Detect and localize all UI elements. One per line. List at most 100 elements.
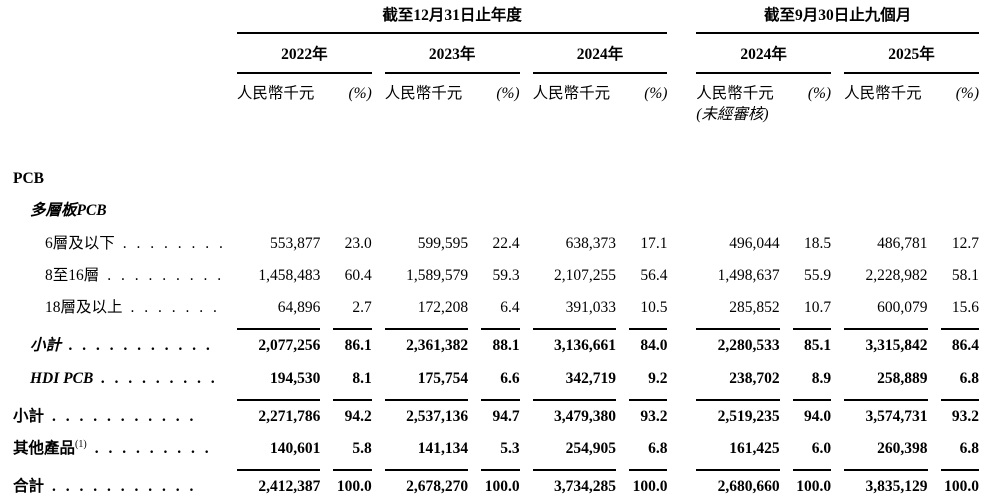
value-cell: 3,479,380 xyxy=(554,407,617,425)
pct-cell: 6.8 xyxy=(940,363,979,401)
table-row: PCB xyxy=(13,163,979,195)
value-cell: 1,589,579 xyxy=(406,266,469,284)
pct-cell: 100.0 xyxy=(796,478,832,496)
pct-cell: 86.1 xyxy=(344,337,372,355)
pct-cell: 56.4 xyxy=(640,266,668,284)
value-cell: 599,595 xyxy=(417,234,469,252)
pct-cell: 59.3 xyxy=(492,266,520,284)
row-label-8-to-16-layers: 8至16層 xyxy=(45,266,100,284)
year-header-2024-interim: 2024年 xyxy=(696,34,832,74)
pct-cell: 93.2 xyxy=(640,407,668,425)
unaudited-note: (未經審核) xyxy=(696,105,769,123)
year-header-2023: 2023年 xyxy=(384,34,520,74)
year-header-2024: 2024年 xyxy=(532,34,668,74)
dot-leader: . . . . . . . . . . . xyxy=(52,407,195,425)
value-cell: 238,702 xyxy=(696,363,780,401)
table-row: 18層及以上 . . . . . . . 64,896 2.7 172,208 6… xyxy=(13,292,979,331)
value-cell: 2,107,255 xyxy=(554,266,617,284)
pct-header: (%) xyxy=(955,84,979,102)
row-label-6-layers-or-below: 6層及以下 xyxy=(45,234,115,252)
unit-header: 人民幣千元 xyxy=(696,84,774,102)
value-cell: 140,601 xyxy=(236,433,321,472)
pct-cell: 5.3 xyxy=(481,433,520,472)
value-cell: 2,077,256 xyxy=(258,337,321,355)
pct-cell: 23.0 xyxy=(344,234,372,252)
table-row: 多層板PCB xyxy=(13,195,979,227)
value-cell: 194,530 xyxy=(236,363,321,401)
value-cell: 254,905 xyxy=(532,433,617,472)
table-row: 小計 . . . . . . . . . . . 2,077,256 86.1 2… xyxy=(13,330,979,362)
value-cell: 3,835,129 xyxy=(865,478,928,496)
value-cell: 2,271,786 xyxy=(258,407,321,425)
pct-cell: 100.0 xyxy=(484,478,520,496)
pct-cell: 6.6 xyxy=(481,363,520,401)
value-cell: 2,412,387 xyxy=(258,478,321,496)
value-cell: 2,228,982 xyxy=(865,266,928,284)
pct-cell: 6.0 xyxy=(792,433,832,472)
row-label-pcb-subtotal: 小計 xyxy=(13,407,45,425)
unit-header: 人民幣千元 xyxy=(844,84,922,102)
value-cell: 260,398 xyxy=(844,433,928,472)
pct-cell: 17.1 xyxy=(640,234,668,252)
pct-cell: 8.1 xyxy=(333,363,372,401)
value-cell: 285,852 xyxy=(696,292,780,331)
value-cell: 342,719 xyxy=(532,363,617,401)
pct-cell: 6.8 xyxy=(940,433,979,472)
value-cell: 3,136,661 xyxy=(554,337,617,355)
pct-cell: 100.0 xyxy=(944,478,979,496)
pct-header: (%) xyxy=(807,84,832,102)
pct-cell: 86.4 xyxy=(951,337,979,355)
value-cell: 486,781 xyxy=(877,234,928,252)
dot-leader: . . . . . . . . . xyxy=(107,266,223,284)
dot-leader: . . . . . . . . . . . xyxy=(52,478,195,496)
row-label-multilayer-pcb: 多層板PCB xyxy=(30,202,107,220)
year-header-2025-interim: 2025年 xyxy=(844,34,979,74)
pct-cell: 55.9 xyxy=(803,266,832,284)
value-cell: 141,134 xyxy=(384,433,469,472)
row-label-18-layers-or-above: 18層及以上 xyxy=(45,299,123,317)
row-label-other-products: 其他產品 xyxy=(13,440,76,458)
dot-leader: . . . . . . . . . . . xyxy=(69,337,212,355)
dot-leader: . . . . . . . . xyxy=(122,234,224,252)
header-body-gap xyxy=(13,123,979,163)
value-cell: 161,425 xyxy=(696,433,780,472)
row-label-hdi-pcb: HDI PCB xyxy=(30,369,94,387)
year-header-row: 2022年 2023年 2024年 2024年 2025年 xyxy=(13,34,979,74)
pct-cell: 85.1 xyxy=(803,337,832,355)
pct-cell: 58.1 xyxy=(951,266,979,284)
value-cell: 2,280,533 xyxy=(717,337,780,355)
pct-cell: 100.0 xyxy=(632,478,668,496)
value-cell: 600,079 xyxy=(844,292,928,331)
group-gap xyxy=(680,2,683,34)
pct-cell: 93.2 xyxy=(951,407,979,425)
pct-cell: 5.8 xyxy=(333,433,372,472)
dot-leader: . . . . . . . . . xyxy=(94,440,210,458)
value-cell: 2,680,660 xyxy=(717,478,780,496)
row-label-total: 合計 xyxy=(13,478,45,496)
pct-cell: 60.4 xyxy=(344,266,372,284)
value-cell: 172,208 xyxy=(384,292,469,331)
value-cell: 496,044 xyxy=(729,234,780,252)
value-cell: 258,889 xyxy=(844,363,928,401)
value-cell: 391,033 xyxy=(532,292,617,331)
pct-cell: 94.2 xyxy=(344,407,372,425)
value-cell: 2,678,270 xyxy=(406,478,469,496)
pct-cell: 9.2 xyxy=(629,363,668,401)
value-cell: 2,361,382 xyxy=(406,337,469,355)
row-label-pcb: PCB xyxy=(13,170,44,188)
pct-cell: 15.6 xyxy=(940,292,979,331)
value-cell: 2,519,235 xyxy=(717,407,780,425)
pct-cell: 2.7 xyxy=(333,292,372,331)
pct-cell: 10.7 xyxy=(792,292,832,331)
footnote-marker: (1) xyxy=(75,439,87,451)
value-cell: 553,877 xyxy=(269,234,321,252)
value-cell: 638,373 xyxy=(565,234,617,252)
pct-cell: 100.0 xyxy=(336,478,372,496)
value-cell: 64,896 xyxy=(236,292,321,331)
pct-cell: 10.5 xyxy=(629,292,668,331)
pct-cell: 6.4 xyxy=(481,292,520,331)
table-row: 合計. . . . . . . . . . . 2,412,387 100.0 … xyxy=(13,471,979,500)
value-cell: 3,574,731 xyxy=(865,407,928,425)
value-cell: 1,498,637 xyxy=(717,266,780,284)
